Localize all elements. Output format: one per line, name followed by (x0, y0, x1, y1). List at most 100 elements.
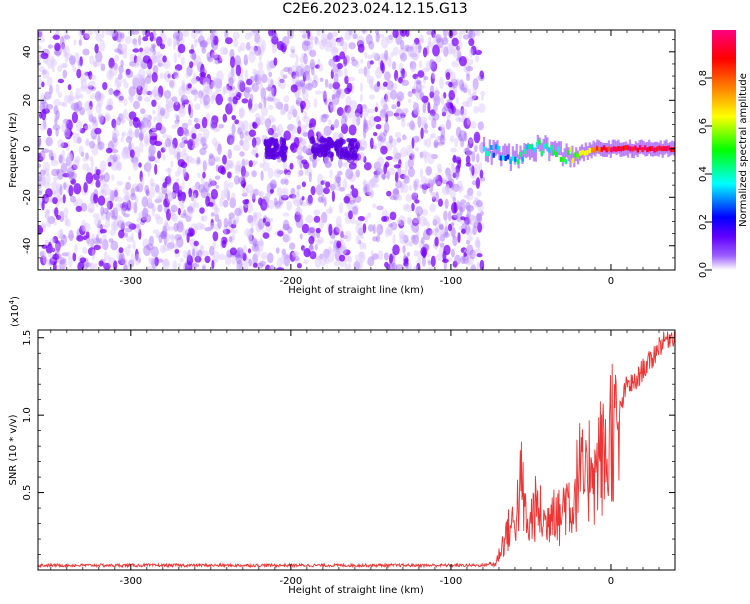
noise-blob (130, 232, 134, 242)
noise-blob (273, 197, 278, 207)
noise-blob (424, 154, 428, 164)
noise-blob (464, 220, 471, 226)
signal-halo (525, 144, 528, 159)
noise-blob (370, 249, 374, 258)
noise-blob (38, 45, 42, 51)
noise-blob (66, 151, 73, 161)
noise-blob (151, 99, 157, 107)
noise-blob (223, 180, 229, 193)
noise-blob (211, 179, 216, 188)
noise-blob (360, 58, 364, 64)
noise-blob (241, 261, 249, 270)
noise-blob (160, 109, 165, 118)
noise-blob (351, 188, 359, 198)
noise-blob (313, 215, 321, 223)
noise-blob (237, 79, 245, 92)
noise-blob (346, 202, 354, 210)
noise-blob (176, 31, 181, 40)
noise-blob (449, 135, 455, 143)
noise-blob (187, 206, 194, 214)
noise-blob (445, 169, 453, 180)
noise-blob (282, 36, 290, 47)
noise-blob (333, 182, 341, 192)
noise-blob (100, 206, 105, 216)
noise-blob (445, 173, 450, 182)
noise-blob (464, 223, 471, 235)
noise-blob (212, 231, 219, 242)
signal-cell (538, 139, 541, 145)
noise-blob (338, 158, 343, 169)
noise-blob (73, 183, 82, 195)
noise-blob (191, 263, 200, 268)
noise-blob (134, 253, 141, 266)
noise-blob (296, 184, 302, 190)
noise-blob (299, 56, 306, 64)
noise-blob (229, 247, 237, 256)
noise-blob (303, 70, 311, 81)
noise-blob (117, 92, 124, 104)
noise-blob (177, 207, 181, 216)
signal-cell (624, 145, 627, 151)
noise-blob (190, 87, 198, 94)
noise-blob (239, 80, 246, 93)
noise-blob (64, 34, 71, 40)
noise-blob (445, 72, 451, 80)
noise-blob (440, 46, 448, 54)
noise-blob (368, 40, 375, 50)
noise-blob (230, 66, 235, 78)
noise-blob (117, 255, 124, 261)
noise-blob (416, 89, 424, 100)
noise-blob (432, 33, 438, 44)
noise-blob (436, 181, 442, 186)
noise-blob (59, 234, 64, 240)
noise-blob (162, 108, 170, 120)
noise-blob (351, 82, 355, 94)
noise-blob (467, 137, 474, 149)
noise-blob (42, 148, 50, 154)
noise-blob (327, 252, 335, 263)
noise-blob (136, 85, 143, 96)
noise-blob (370, 178, 378, 186)
noise-blob (279, 78, 286, 90)
noise-blob (98, 114, 104, 121)
noise-blob (181, 152, 189, 161)
noise-blob (463, 87, 468, 93)
noise-blob (409, 46, 415, 51)
noise-blob (177, 151, 183, 158)
noise-blob (194, 55, 202, 67)
noise-blob (228, 212, 235, 220)
noise-blob (199, 71, 207, 78)
noise-blob (465, 201, 471, 210)
noise-blob (291, 71, 297, 79)
noise-blob (59, 228, 64, 238)
signal-cell (619, 146, 623, 152)
noise-blob (399, 234, 406, 245)
noise-blob (435, 191, 439, 203)
noise-blob (267, 252, 274, 264)
noise-blob (350, 56, 356, 62)
noise-blob (95, 179, 101, 188)
noise-blob (139, 63, 148, 69)
noise-blob (120, 222, 125, 232)
noise-blob (364, 215, 368, 224)
noise-blob (465, 213, 469, 225)
noise-blob (164, 221, 169, 228)
noise-blob (137, 78, 142, 90)
noise-blob (50, 55, 55, 66)
noise-blob (308, 76, 313, 88)
noise-blob (50, 237, 55, 245)
noise-blob (136, 223, 140, 229)
noise-blob (109, 228, 117, 236)
noise-blob (378, 132, 386, 143)
noise-blob (283, 254, 291, 267)
noise-blob (363, 242, 367, 250)
noise-blob (229, 74, 236, 84)
noise-blob (373, 170, 381, 176)
noise-blob (457, 180, 463, 190)
noise-blob (305, 214, 314, 224)
noise-blob (334, 119, 339, 129)
noise-blob (146, 47, 153, 56)
noise-blob (95, 50, 103, 63)
noise-blob (84, 71, 91, 76)
noise-blob (472, 78, 479, 90)
